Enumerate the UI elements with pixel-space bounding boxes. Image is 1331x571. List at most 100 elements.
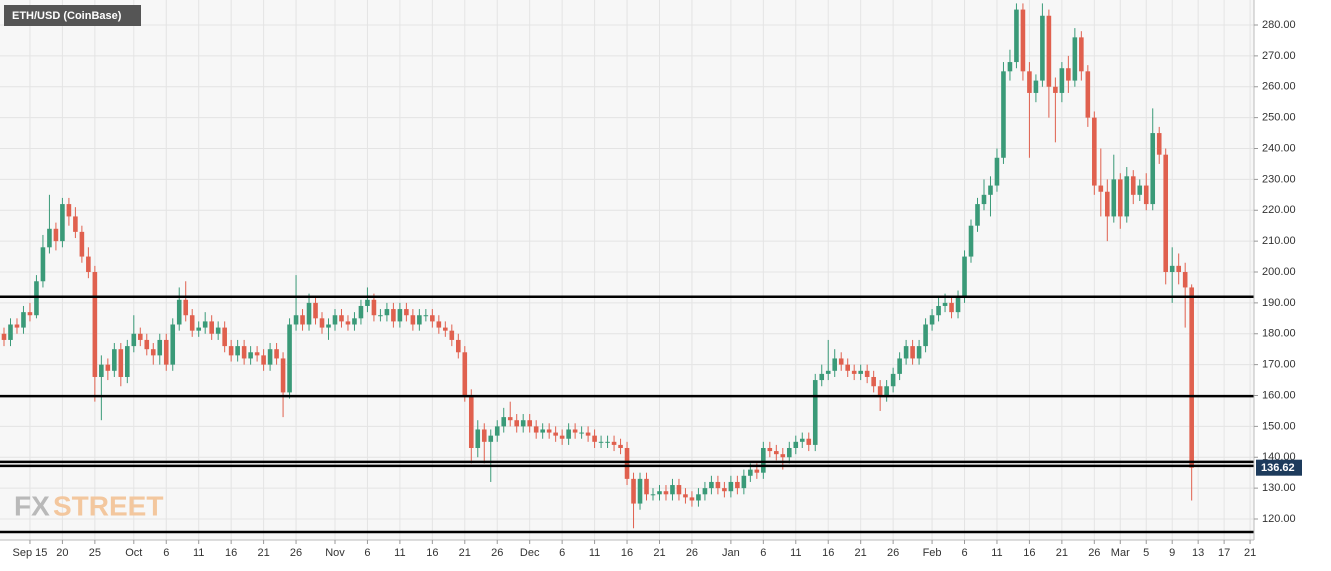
x-tick-label: 20 <box>56 547 68 559</box>
candle-body <box>1007 62 1013 72</box>
candle-body <box>670 485 675 495</box>
y-tick-label: 150.00 <box>1262 420 1296 432</box>
candle-body <box>955 296 961 313</box>
candle-body <box>222 327 227 347</box>
chart-title: ETH/USD (CoinBase) <box>12 10 122 22</box>
candle-body <box>767 447 773 452</box>
candle-body <box>1 333 7 340</box>
x-tick-label: 17 <box>1218 547 1230 559</box>
candle-body <box>280 358 286 393</box>
candle-body <box>1176 265 1181 273</box>
candle-body <box>780 454 786 458</box>
candle-body <box>34 281 39 316</box>
candle-body <box>92 272 98 377</box>
candle-body <box>60 204 65 242</box>
candle-body <box>235 346 240 356</box>
candle-body <box>423 315 429 317</box>
candle-body <box>546 429 552 433</box>
candle-body <box>1059 68 1065 93</box>
candle-body <box>761 447 766 473</box>
candle-body <box>1117 179 1123 217</box>
x-tick-label: 26 <box>491 547 503 559</box>
y-tick-label: 270.00 <box>1262 50 1296 62</box>
candle-body <box>709 481 714 489</box>
candle-body <box>884 386 889 396</box>
y-tick-label: 210.00 <box>1262 235 1296 247</box>
candle-body <box>585 432 591 436</box>
candle-body <box>27 312 33 316</box>
candle-body <box>241 346 247 359</box>
x-tick-label: 11 <box>790 547 801 559</box>
candle-body <box>384 309 390 316</box>
x-tick-label: 21 <box>1244 547 1256 559</box>
candle-body <box>689 497 695 501</box>
candle-body <box>845 364 850 371</box>
candles <box>0 3 1254 534</box>
candle-body <box>657 491 662 495</box>
x-tick-label: 6 <box>760 547 766 559</box>
candle-body <box>897 358 902 374</box>
candle-body <box>209 321 214 334</box>
candle-body <box>1182 272 1188 288</box>
candle-body <box>786 447 792 458</box>
y-tick-label: 130.00 <box>1262 482 1296 494</box>
candle-body <box>1053 86 1058 93</box>
y-tick-label: 240.00 <box>1262 142 1296 154</box>
candle-body <box>436 321 442 328</box>
candle-body <box>449 330 455 340</box>
candle-body <box>592 435 597 442</box>
candle-body <box>481 429 487 442</box>
candle-body <box>176 299 182 325</box>
candle-body <box>631 478 636 504</box>
candle-body <box>1027 71 1032 93</box>
x-tick-label: 21 <box>257 547 269 559</box>
candle-body <box>228 346 234 356</box>
candle-body <box>456 339 461 353</box>
x-tick-label: Oct <box>125 547 142 559</box>
candle-body <box>735 481 740 489</box>
candle-body <box>929 315 935 325</box>
candle-body <box>105 364 111 371</box>
candle-body <box>1156 133 1162 155</box>
candle-body <box>468 395 474 448</box>
candle-body <box>1020 9 1026 72</box>
candle-body <box>994 157 1000 186</box>
candle-body <box>728 481 734 492</box>
candle-body <box>494 426 500 436</box>
candle-body <box>378 315 383 317</box>
candle-body <box>475 429 481 448</box>
candle-body <box>1163 154 1169 273</box>
candle-body <box>1130 176 1136 195</box>
candle-body <box>936 305 941 316</box>
candle-body <box>86 256 91 273</box>
watermark-fx: FX <box>14 490 50 521</box>
candle-body <box>462 352 468 396</box>
candle-body <box>1124 176 1130 217</box>
candle-body <box>137 333 143 340</box>
candle-body <box>371 299 377 316</box>
candle-body <box>618 444 623 448</box>
candle-body <box>274 349 279 359</box>
candle-body <box>968 225 974 257</box>
x-tick-label: 11 <box>394 547 405 559</box>
candle-body <box>676 485 682 495</box>
candle-body <box>644 478 649 495</box>
x-tick-label: 21 <box>1056 547 1068 559</box>
candle-body <box>1150 133 1156 205</box>
candle-body <box>293 315 299 325</box>
candle-body <box>131 333 137 347</box>
candle-body <box>488 435 494 442</box>
candle-body <box>540 429 545 433</box>
candle-body <box>66 204 72 217</box>
candle-body <box>248 352 253 359</box>
candle-body <box>157 339 163 356</box>
candle-body <box>1033 80 1039 93</box>
x-tick-label: 26 <box>887 547 899 559</box>
candle-body <box>1098 185 1104 192</box>
candle-body <box>391 309 396 322</box>
candle-body <box>1169 265 1175 273</box>
y-tick-label: 250.00 <box>1262 112 1296 124</box>
candle-body <box>365 299 370 306</box>
x-tick-label: 16 <box>225 547 237 559</box>
